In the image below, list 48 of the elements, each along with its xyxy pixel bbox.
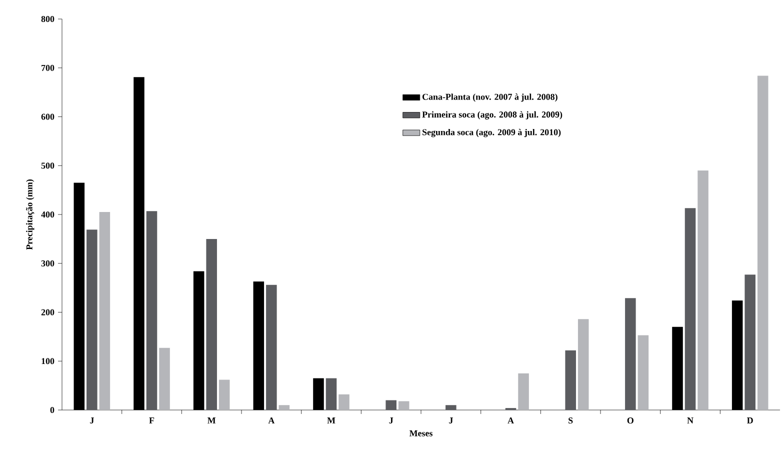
bar: [578, 319, 589, 410]
bar: [565, 350, 576, 410]
y-tick-label: 100: [42, 358, 54, 364]
bar: [446, 405, 456, 410]
x-tick-label: F: [149, 418, 154, 424]
y-tick-label: 200: [41, 309, 54, 316]
bar: [684, 208, 696, 410]
bar: [278, 405, 290, 410]
bar: [206, 238, 217, 410]
bar: [757, 76, 768, 410]
legend-label: Primeira soca (ago. 2008 à jul. 2009): [422, 111, 562, 120]
bar: [518, 373, 529, 410]
bar: [146, 211, 158, 410]
bar: [326, 378, 337, 410]
bar: [86, 230, 98, 410]
bar: [744, 274, 756, 410]
x-tick-label: A: [508, 418, 514, 424]
x-tick-label: M: [327, 418, 336, 424]
x-tick-label: J: [389, 418, 394, 424]
bar: [266, 284, 277, 410]
x-tick-label: N: [687, 418, 694, 424]
bar: [625, 298, 636, 410]
bar: [99, 212, 110, 410]
y-tick-label: 400: [41, 211, 54, 218]
x-tick-label: O: [627, 418, 634, 424]
bar: [698, 170, 708, 410]
x-tick-label: M: [208, 418, 216, 424]
legend-label: Cana-Planta (nov. 2007 à jul. 2008): [422, 94, 558, 102]
y-axis-title: Precipitação (mm): [26, 180, 34, 250]
y-tick-label: 600: [41, 114, 54, 120]
y-tick-label: 300: [41, 260, 54, 266]
bar: [159, 348, 170, 410]
x-tick-label: D: [747, 418, 753, 424]
x-tick-label: S: [568, 418, 573, 424]
x-axis-title: Meses: [409, 430, 432, 436]
y-tick-label: 800: [41, 16, 54, 22]
x-tick-label: A: [268, 418, 275, 424]
bar: [386, 400, 396, 410]
x-tick-label: J: [449, 418, 453, 424]
legend-label: Segunda soca (ago. 2009 à jul. 2010): [422, 128, 561, 138]
y-tick-label: 0: [50, 406, 54, 414]
bar: [398, 401, 410, 410]
bar: [338, 394, 350, 410]
y-tick-label: 700: [42, 64, 54, 71]
y-tick-label: 500: [41, 162, 54, 169]
bar: [638, 335, 649, 410]
x-tick-label: J: [90, 418, 94, 424]
bar: [218, 380, 230, 410]
